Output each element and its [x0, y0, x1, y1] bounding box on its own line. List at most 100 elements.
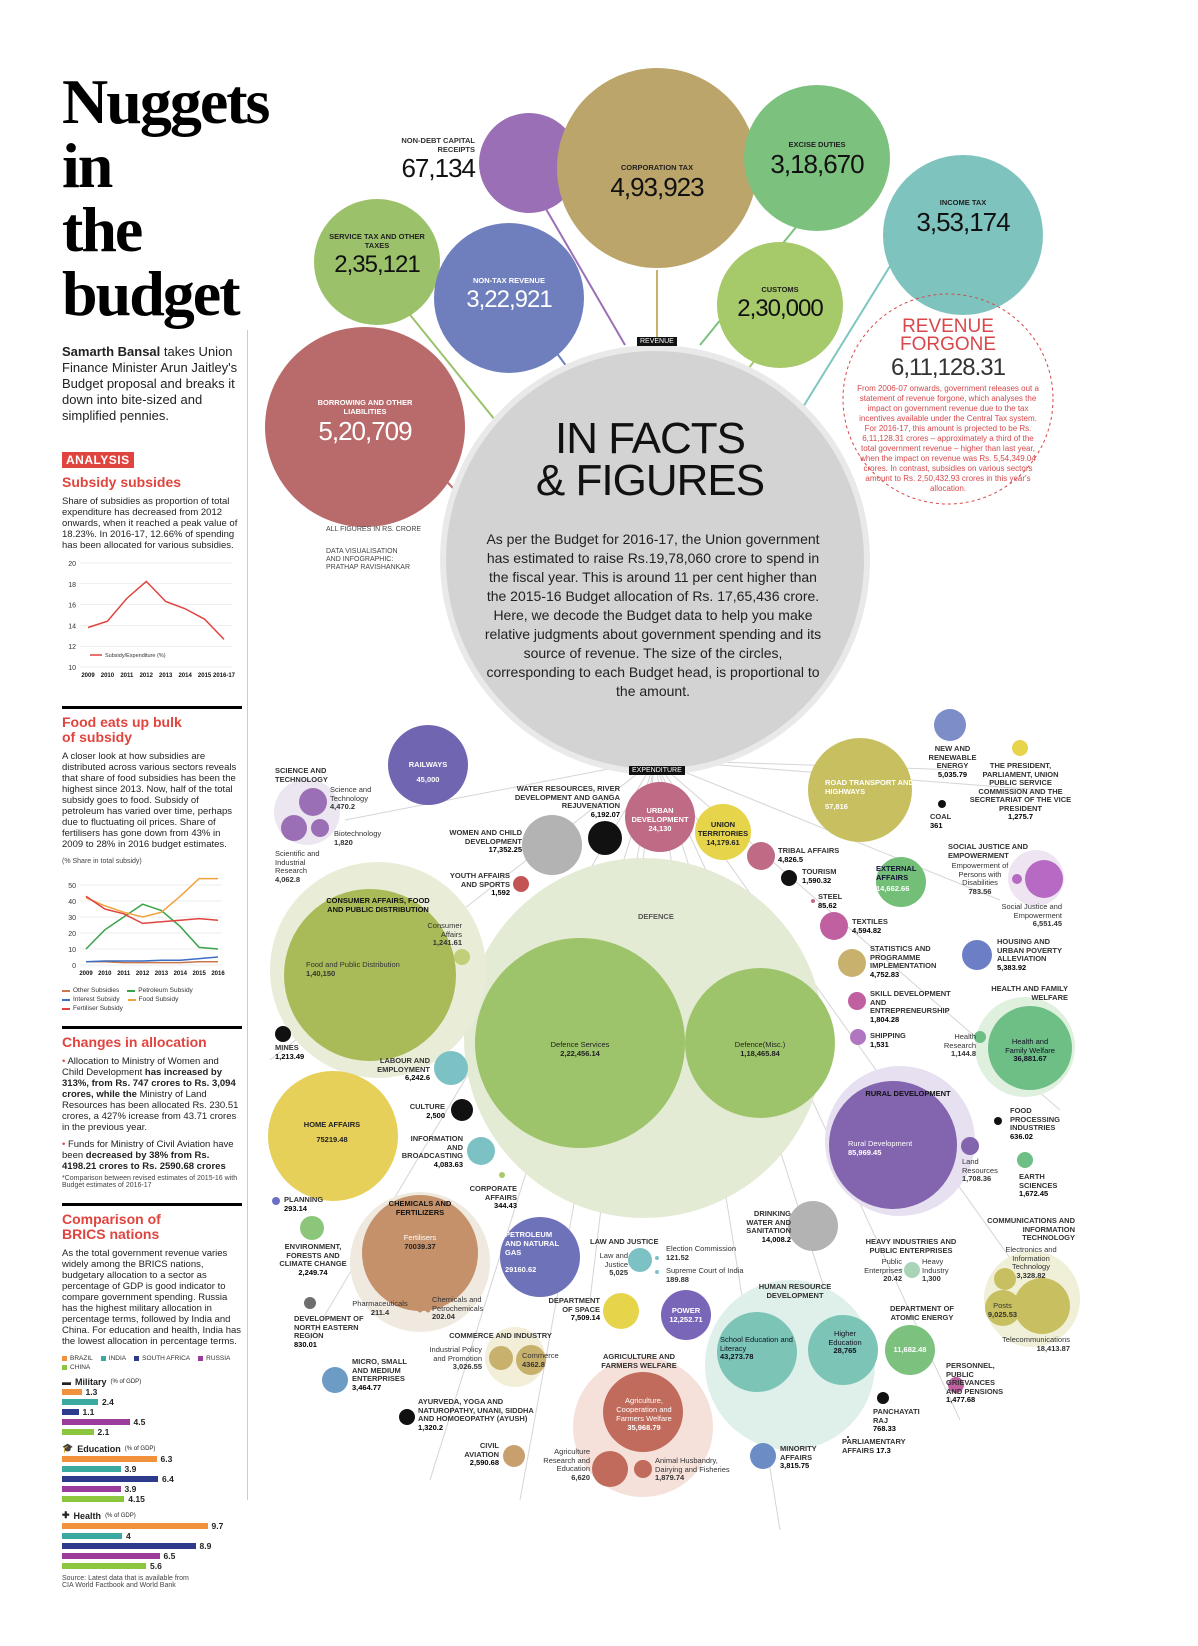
- tourism-bubble: [781, 870, 797, 886]
- sir-bubble: [281, 815, 307, 841]
- legend-swatch: [62, 998, 70, 1001]
- bar-row: 9.7: [62, 1521, 242, 1531]
- railways-bubble: [388, 725, 468, 805]
- x-tick-label: 2014: [178, 673, 192, 679]
- mines-label: MINES 1,213.49: [275, 1043, 305, 1061]
- science-tech-bubble: [299, 788, 327, 816]
- info-broadcasting-bubble: [467, 1137, 495, 1165]
- telecom-label: Telecommunications 18,413.87: [1002, 1335, 1070, 1353]
- legend-label: Petroleum Subsidy: [138, 987, 193, 994]
- tribal-affairs-label: TRIBAL AFFAIRS 4,826.5: [778, 846, 840, 864]
- rural-development-bubble: [829, 1081, 957, 1209]
- analysis-tag: ANALYSIS: [62, 452, 134, 468]
- x-tick-label: 2015: [192, 971, 206, 977]
- panchayati-label: PANCHAYATI RAJ 768.33: [873, 1407, 920, 1433]
- chempetro-label: Chemicals and Petrochemicals 202.04: [432, 1295, 484, 1321]
- defence-services-bubble: [475, 938, 685, 1148]
- petroleum-label: PETROLEUM AND NATURAL GAS 29160.62: [505, 1230, 559, 1274]
- power-bubble: [661, 1290, 711, 1340]
- health-label: HEALTH AND FAMILY WELFARE: [991, 984, 1068, 1002]
- y-tick-label: 50: [68, 883, 76, 890]
- subsidy-title: Subsidy subsides: [62, 474, 182, 490]
- sidebar-divider: [247, 330, 248, 1500]
- revenue-forgone: REVENUE FORGONE 6,11,128.31 From 2006-07…: [857, 316, 1039, 493]
- defence-services-label: Defence Services 2,22,456.14: [550, 1040, 610, 1058]
- environment-bubble: [300, 1216, 324, 1240]
- legend-label: Interest Subsidy: [73, 996, 120, 1003]
- msme-bubble: [322, 1367, 348, 1393]
- corporate-affairs-label: CORPORATE AFFAIRS 344.43: [469, 1184, 517, 1210]
- food-distribution-bubble: [284, 889, 456, 1061]
- fertilisers-bubble: [362, 1195, 478, 1311]
- sir-label: Scientific and Industrial Research 4,062.…: [275, 849, 320, 884]
- animal-husbandry-bubble: [634, 1460, 652, 1478]
- x-tick-label: 2009: [81, 673, 95, 679]
- bar-row: 8.9: [62, 1541, 242, 1551]
- road-transport-bubble: [808, 738, 912, 842]
- bar-label: 4.5: [133, 1417, 146, 1427]
- atomic-energy-value: 11,682.48: [893, 1345, 927, 1354]
- agri-coop-bubble: [603, 1372, 683, 1452]
- x-tick-label: 2010: [101, 673, 115, 679]
- non-tax-revenue-bubble: [434, 223, 584, 373]
- bar-row: 6.5: [62, 1551, 242, 1561]
- atomic-energy-label: DEPARTMENT OF ATOMIC ENERGY: [889, 1304, 955, 1322]
- legend-swatch: [62, 1007, 70, 1010]
- skill-bubble: [848, 992, 866, 1010]
- legend-label: Other Subsidies: [73, 987, 120, 994]
- drinking-water-label: DRINKING WATER AND SANITATION 14,008.2: [746, 1209, 791, 1244]
- series-line: [85, 903, 219, 950]
- legend-swatch: [100, 1356, 106, 1361]
- pharma-bubble: [417, 1307, 423, 1313]
- housing-bubble: [962, 940, 992, 970]
- brics-legend: BRAZIL INDIA SOUTH AFRICA RUSSIA CHINA: [62, 1355, 242, 1371]
- coal-bubble: [938, 800, 946, 808]
- science-tech-label: Science and Technology 4,470.2: [330, 785, 372, 811]
- atomic-energy-bubble: [885, 1325, 935, 1375]
- y-tick-label: 10: [68, 947, 76, 954]
- legend-label: RUSSIA: [206, 1355, 231, 1362]
- renewable-energy-label: NEW AND RENEWABLE ENERGY 5,035.79: [928, 744, 977, 779]
- y-tick-label: 20: [68, 931, 76, 938]
- bar-row: 4.15: [62, 1494, 242, 1504]
- health-research-label: Health Research 1,144.8: [943, 1032, 976, 1058]
- bar-row: 1.3: [62, 1387, 242, 1397]
- home-affairs-bubble: [268, 1071, 398, 1201]
- info-broadcasting-label: INFORMATION AND BROADCASTING 4,083.63: [401, 1134, 463, 1169]
- women-child-bubble: [522, 815, 582, 875]
- graduation-cap-icon: 🎓: [62, 1443, 74, 1453]
- chempetro-bubble: [425, 1307, 431, 1313]
- x-tick-label: 2012: [136, 971, 150, 977]
- education-bars: 6.3 3.9 6.4 3.9 4.15: [62, 1454, 242, 1504]
- health-bars: 9.7 4 8.9 6.5 5.6: [62, 1521, 242, 1571]
- stats-label: STATISTICS AND PROGRAMME IMPLEMENTATION 4…: [870, 944, 937, 979]
- space-bubble: [603, 1293, 639, 1329]
- corporation-tax-label: CORPORATION TAX 4,93,923: [610, 163, 704, 202]
- law-label: LAW AND JUSTICE: [590, 1237, 659, 1246]
- bar-label: 2.4: [102, 1397, 114, 1407]
- pharma-label: Pharmaceuticals 211.4: [352, 1299, 408, 1317]
- bar-row: 3.9: [62, 1484, 242, 1494]
- culture-label: CULTURE 2,500: [409, 1102, 445, 1120]
- urban-dev-bubble: [625, 782, 695, 852]
- bar-label: 8.9: [199, 1541, 212, 1551]
- subsidy-text: Share of subsidies as proportion of tota…: [62, 496, 238, 551]
- consumer-affairs-label: Consumer Affairs 1,241.61: [427, 921, 462, 947]
- bar: [62, 1429, 94, 1435]
- x-tick-label: 2011: [117, 971, 131, 977]
- defence-misc-label: Defence(Misc.) 1,18,465.84: [734, 1040, 786, 1058]
- brics-source: Source: Latest data that is available fr…: [62, 1575, 189, 1589]
- labour-bubble: [434, 1051, 468, 1085]
- bar: [62, 1523, 208, 1529]
- excise-label: EXCISE DUTIES 3,18,670: [770, 140, 864, 179]
- series-line: [85, 895, 219, 925]
- union-territories-label: UNION TERRITORIES 14,179.61: [697, 820, 749, 847]
- x-tick-label: 2009: [79, 971, 93, 977]
- divider: [62, 706, 242, 709]
- parliamentary-bubble: [847, 1436, 849, 1438]
- bar: [62, 1399, 98, 1405]
- consumer-affairs-bubble: [454, 949, 470, 965]
- tank-icon: ▬: [62, 1377, 71, 1387]
- bar-label: 9.7: [211, 1521, 224, 1531]
